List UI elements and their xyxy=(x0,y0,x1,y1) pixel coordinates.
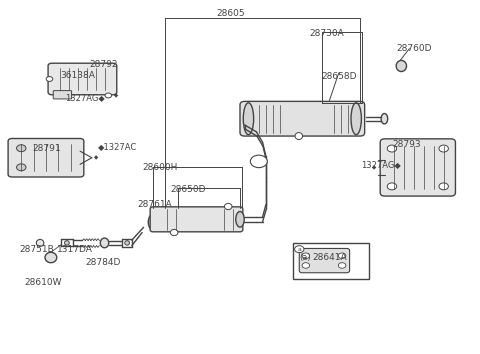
Text: 28600H: 28600H xyxy=(143,163,178,172)
Ellipse shape xyxy=(148,214,157,230)
Text: ◆: ◆ xyxy=(114,94,118,99)
FancyBboxPatch shape xyxy=(150,207,243,232)
Text: 28751B: 28751B xyxy=(19,245,54,254)
FancyBboxPatch shape xyxy=(240,101,365,136)
FancyBboxPatch shape xyxy=(48,63,117,95)
Text: a: a xyxy=(297,247,301,252)
Text: 28610W: 28610W xyxy=(24,278,62,287)
Circle shape xyxy=(251,155,267,168)
Circle shape xyxy=(338,263,346,268)
Ellipse shape xyxy=(170,229,178,236)
Circle shape xyxy=(439,183,448,190)
Ellipse shape xyxy=(396,61,407,72)
Ellipse shape xyxy=(36,239,44,246)
Ellipse shape xyxy=(236,212,244,227)
Text: 1317DA: 1317DA xyxy=(57,245,92,254)
Ellipse shape xyxy=(225,203,232,210)
FancyBboxPatch shape xyxy=(380,139,456,196)
Circle shape xyxy=(387,145,396,152)
Circle shape xyxy=(302,253,310,258)
Ellipse shape xyxy=(125,241,130,245)
Circle shape xyxy=(46,76,53,81)
Ellipse shape xyxy=(100,238,109,248)
Text: 28650D: 28650D xyxy=(170,185,206,194)
Bar xyxy=(293,243,370,279)
Circle shape xyxy=(105,93,111,98)
Circle shape xyxy=(439,145,448,152)
Text: a: a xyxy=(256,157,261,166)
Text: 36138A: 36138A xyxy=(60,71,95,80)
Text: 28784D: 28784D xyxy=(85,258,120,267)
Ellipse shape xyxy=(295,133,302,139)
FancyBboxPatch shape xyxy=(299,249,349,273)
Text: 28760D: 28760D xyxy=(396,44,432,53)
Circle shape xyxy=(387,183,396,190)
Text: 28641A: 28641A xyxy=(312,253,347,262)
Ellipse shape xyxy=(381,114,388,124)
Circle shape xyxy=(338,253,346,258)
Text: (a): (a) xyxy=(299,253,311,262)
Text: 1327AG◆: 1327AG◆ xyxy=(361,160,401,169)
Text: 28658D: 28658D xyxy=(321,72,357,81)
Text: 28792: 28792 xyxy=(89,60,118,69)
Text: 28791: 28791 xyxy=(33,144,61,153)
Text: 28793: 28793 xyxy=(393,139,421,149)
Text: 28605: 28605 xyxy=(216,10,245,18)
Ellipse shape xyxy=(64,241,69,245)
Text: 28761A: 28761A xyxy=(137,200,172,209)
Ellipse shape xyxy=(351,103,361,135)
Text: ◆: ◆ xyxy=(94,155,98,160)
Text: 28730A: 28730A xyxy=(310,29,344,38)
Circle shape xyxy=(302,263,310,268)
Text: ◆: ◆ xyxy=(372,165,377,170)
Circle shape xyxy=(16,145,26,152)
FancyBboxPatch shape xyxy=(8,138,84,177)
FancyBboxPatch shape xyxy=(53,91,72,99)
Text: ◆1327AC: ◆1327AC xyxy=(98,142,137,151)
Circle shape xyxy=(295,246,304,253)
Ellipse shape xyxy=(45,252,57,263)
Ellipse shape xyxy=(243,103,253,135)
Circle shape xyxy=(16,164,26,171)
Text: 1327AG◆: 1327AG◆ xyxy=(65,93,105,102)
